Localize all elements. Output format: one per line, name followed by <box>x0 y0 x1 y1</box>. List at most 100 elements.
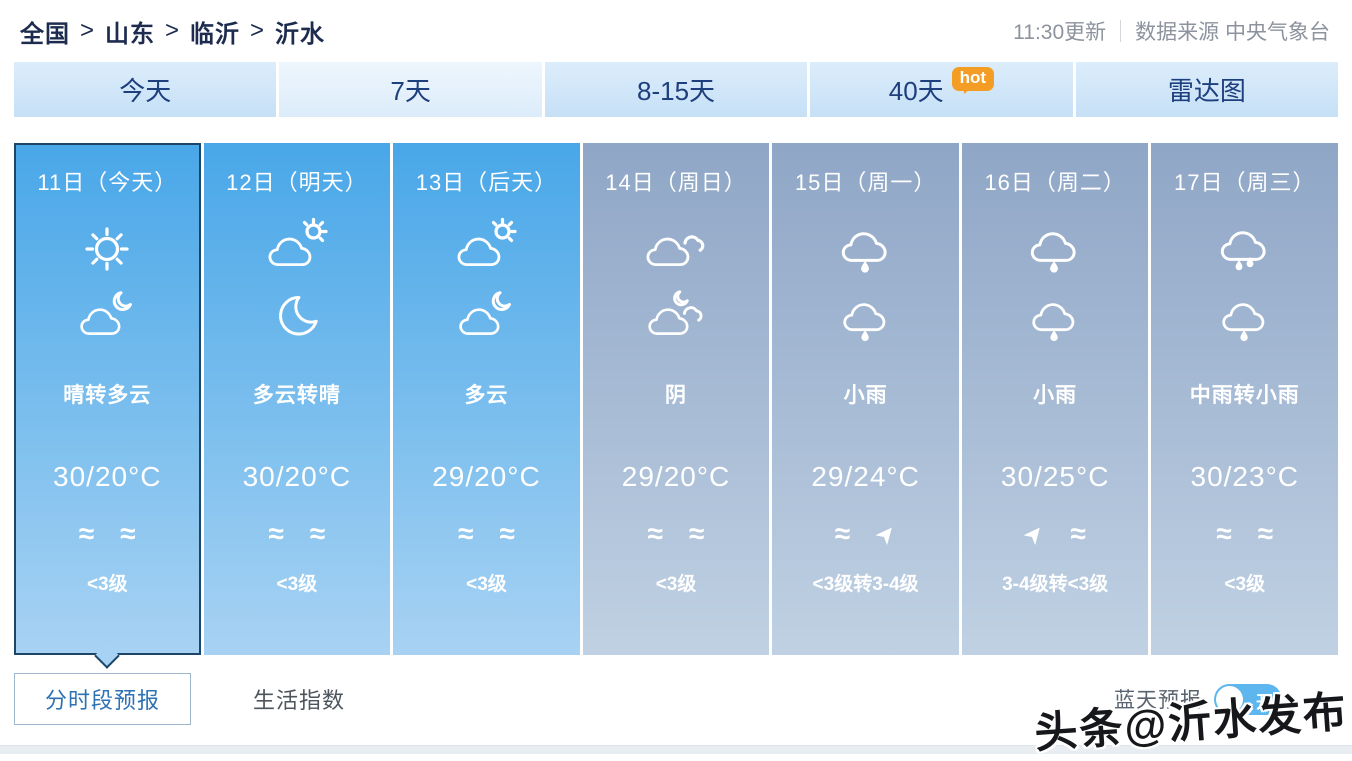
breeze-icon: ≈ <box>1216 518 1232 549</box>
temperature: 29/20°C <box>621 461 731 492</box>
breadcrumb-separator: > <box>80 17 96 44</box>
cloud-moon-icon <box>77 289 137 349</box>
day-date: 11日（今天） <box>37 170 178 195</box>
tab-40day[interactable]: 40天 hot <box>810 62 1073 117</box>
day-date: 16日（周二） <box>984 170 1126 195</box>
breadcrumb-province[interactable]: 山东 <box>105 20 156 48</box>
moon-icon <box>267 289 327 349</box>
condition-text: 多云 <box>464 384 509 407</box>
life-index-tab[interactable]: 生活指数 <box>253 688 346 713</box>
cloud-sun-icon <box>454 217 518 281</box>
day-column-6[interactable]: 16日（周二） 小雨 30/25°C ➤ ≈3-4级转<3级 <box>961 143 1149 655</box>
overcast-icon <box>644 217 708 281</box>
day-column-2[interactable]: 12日（明天） 多云转晴 30/20°C ≈ ≈ <3级 <box>203 143 391 655</box>
wind-level: <3级 <box>86 574 128 595</box>
tab-label: 40天 <box>888 76 944 106</box>
day-column-7[interactable]: 17日（周三） 中雨转小雨 30/23°C ≈ ≈ <3级 <box>1151 143 1339 655</box>
day-column-3[interactable]: 13日（后天） 多云 29/20°C ≈ ≈ <3级 <box>393 143 580 655</box>
tab-label: 今天 <box>119 76 172 106</box>
tab-radar[interactable]: 雷达图 <box>1075 62 1339 117</box>
condition-text: 阴 <box>665 384 688 407</box>
divider <box>1120 20 1122 42</box>
breadcrumb-separator: > <box>250 17 266 44</box>
day-date: 17日（周三） <box>1174 170 1316 195</box>
tab-label: 雷达图 <box>1167 76 1246 106</box>
temperature: 30/25°C <box>1000 461 1110 492</box>
selected-day-notch <box>94 643 121 669</box>
temperature: 30/23°C <box>1190 461 1299 492</box>
breadcrumb-county[interactable]: 沂水 <box>275 20 326 48</box>
wind-icons: ≈ ➤ <box>834 517 903 551</box>
day-column-5[interactable]: 15日（周一） 小雨 29/24°C ≈ ➤ <3级转3-4级 <box>772 143 959 655</box>
wind-icons: ≈ ≈ <box>458 517 515 551</box>
hourly-forecast-tab[interactable]: 分时段预报 <box>14 673 192 725</box>
data-source: 数据来源 中央气象台 <box>1135 21 1330 44</box>
rain-1-icon <box>1215 289 1275 349</box>
blue-sky-toggle[interactable]: 开 <box>1214 683 1282 715</box>
bottom-strip <box>0 745 1352 754</box>
breeze-icon: ≈ <box>1257 518 1274 549</box>
breadcrumb: 全国 > 山东 > 临沂 > 沂水 <box>20 14 325 49</box>
wind-level: <3级 <box>655 574 697 595</box>
wind-icons: ➤ ≈ <box>1018 517 1086 551</box>
breeze-icon: ≈ <box>1070 518 1086 549</box>
temperature: 29/20°C <box>432 461 541 492</box>
rain-2-icon <box>1213 217 1277 281</box>
wind-arrow-icon: ➤ <box>1017 517 1052 551</box>
tab-label: 8-15天 <box>636 76 716 106</box>
tab-today[interactable]: 今天 <box>14 62 277 117</box>
breeze-icon: ≈ <box>647 518 664 549</box>
sun-icon <box>75 217 139 281</box>
day-date: 15日（周一） <box>794 170 937 195</box>
wind-icons: ≈ ≈ <box>268 517 325 551</box>
day-column-4[interactable]: 14日（周日）阴 29/20°C ≈ ≈ <3级 <box>582 143 770 655</box>
hot-badge: hot <box>951 66 995 91</box>
breeze-icon: ≈ <box>309 518 326 549</box>
day-column-1[interactable]: 11日（今天） 晴转多云 30/20°C ≈ ≈ <3级 <box>14 143 201 669</box>
rain-1-icon <box>834 217 898 281</box>
breeze-icon: ≈ <box>689 518 705 549</box>
wind-level: <3级 <box>1224 574 1266 595</box>
forecast-columns: 11日（今天） 晴转多云 30/20°C ≈ ≈ <3级 12日（明天） 多云转晴 30/20°… <box>14 143 1339 669</box>
breeze-icon: ≈ <box>120 518 136 549</box>
breadcrumb-city[interactable]: 临沂 <box>190 20 241 48</box>
rain-1-icon <box>836 289 896 349</box>
rain-1-icon <box>1023 217 1087 281</box>
cloud-sun-icon <box>265 217 329 281</box>
condition-text: 小雨 <box>1033 384 1078 407</box>
cloud-moon-icon <box>456 289 516 349</box>
overcast-moon-icon <box>646 289 706 349</box>
breadcrumb-separator: > <box>165 17 181 44</box>
wind-icons: ≈ ≈ <box>648 517 705 551</box>
toggle-knob <box>1216 685 1243 713</box>
wind-level: <3级 <box>276 574 318 595</box>
condition-text: 晴转多云 <box>63 384 152 407</box>
temperature: 30/20°C <box>53 461 162 492</box>
wind-icons: ≈ ≈ <box>1216 517 1273 551</box>
wind-level: <3级 <box>466 574 507 595</box>
condition-text: 小雨 <box>843 384 888 407</box>
day-date: 14日（周日） <box>605 170 747 195</box>
tab-7day[interactable]: 7天 <box>279 62 542 117</box>
wind-level: 3-4级转<3级 <box>1002 574 1109 595</box>
breeze-icon: ≈ <box>268 518 284 549</box>
wind-icons: ≈ ≈ <box>79 517 136 551</box>
temperature: 29/24°C <box>811 461 920 492</box>
condition-text: 中雨转小雨 <box>1189 384 1300 407</box>
toggle-on-label: 开 <box>1256 692 1273 712</box>
breeze-icon: ≈ <box>499 518 515 549</box>
day-date: 13日（后天） <box>415 170 558 195</box>
breeze-icon: ≈ <box>458 518 474 549</box>
wind-arrow-icon: ➤ <box>869 517 904 551</box>
day-date: 12日（明天） <box>226 170 368 195</box>
temperature: 30/20°C <box>242 461 352 492</box>
main-tabs: 今天 7天 8-15天 40天 hot 雷达图 <box>14 62 1339 117</box>
breeze-icon: ≈ <box>834 518 851 549</box>
update-info: 11:30更新 数据来源 中央气象台 <box>1013 16 1330 46</box>
tab-8-15day[interactable]: 8-15天 <box>544 62 808 117</box>
blue-sky-label: 蓝天预报 <box>1114 689 1202 712</box>
rain-1-icon <box>1025 289 1085 349</box>
wind-level: <3级转3-4级 <box>812 574 919 595</box>
update-time: 11:30更新 <box>1013 21 1107 44</box>
breadcrumb-national[interactable]: 全国 <box>20 20 70 48</box>
